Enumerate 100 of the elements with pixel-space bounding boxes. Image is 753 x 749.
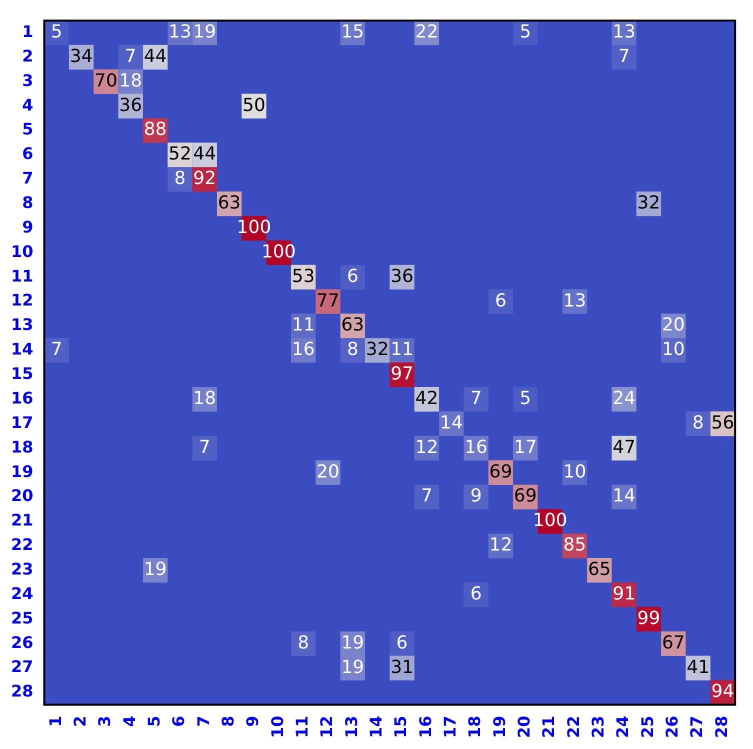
data-label: 63	[218, 192, 241, 214]
data-label: 67	[662, 632, 685, 654]
data-label: 44	[144, 46, 167, 67]
x-tick-label: 12	[317, 716, 336, 738]
data-label: 5	[520, 388, 532, 409]
y-tick-label: 4	[22, 95, 34, 114]
data-label: 24	[612, 388, 636, 409]
x-tick-label: 21	[539, 716, 558, 738]
data-label: 11	[390, 339, 414, 360]
x-tick-label: 3	[95, 716, 114, 727]
data-label: 7	[470, 388, 482, 409]
data-label: 63	[341, 314, 364, 336]
data-label: 13	[168, 21, 192, 42]
y-tick-label: 8	[22, 193, 34, 212]
x-tick-label: 20	[514, 716, 534, 738]
data-label: 8	[174, 168, 186, 190]
y-tick-label: 10	[11, 242, 34, 261]
data-label: 12	[415, 436, 438, 458]
data-label: 19	[144, 559, 167, 580]
data-label: 32	[637, 192, 660, 214]
data-label: 6	[396, 632, 408, 654]
y-tick-label: 2	[22, 46, 34, 66]
y-tick-label: 1	[22, 22, 34, 41]
data-label: 94	[711, 681, 734, 702]
x-tick-label: 23	[588, 716, 608, 738]
data-label: 85	[563, 534, 586, 556]
x-tick-label: 9	[243, 716, 262, 727]
data-label: 19	[341, 656, 364, 678]
data-label: 36	[119, 94, 142, 116]
data-label: 5	[50, 21, 62, 42]
y-tick-label: 23	[11, 560, 34, 579]
data-label: 70	[94, 70, 118, 92]
data-label: 88	[144, 119, 167, 140]
data-label: 8	[692, 412, 704, 434]
y-tick-label: 24	[11, 584, 34, 603]
x-tick-label: 25	[638, 716, 657, 738]
data-label: 69	[514, 486, 537, 507]
data-label: 7	[420, 486, 432, 507]
data-label: 14	[612, 486, 636, 507]
data-label: 69	[489, 461, 512, 482]
y-tick-label: 28	[11, 682, 34, 701]
data-label: 18	[193, 388, 216, 409]
x-tick-label: 16	[416, 716, 435, 738]
data-label: 77	[316, 290, 340, 312]
data-label: 10	[563, 461, 586, 482]
data-label: 52	[168, 144, 192, 165]
x-tick-label: 13	[342, 716, 361, 738]
y-tick-label: 9	[22, 217, 34, 236]
data-label: 13	[612, 21, 636, 42]
y-tick-label: 16	[11, 388, 34, 408]
y-tick-label: 18	[11, 437, 34, 456]
x-tick-label: 7	[194, 716, 213, 727]
data-label: 44	[193, 144, 216, 165]
data-label: 91	[612, 583, 636, 604]
x-tick-label: 2	[70, 716, 90, 727]
data-label: 7	[618, 46, 630, 67]
y-tick-label: 20	[11, 486, 34, 506]
x-tick-label: 19	[490, 716, 509, 738]
y-tick-label: 6	[22, 144, 34, 164]
x-tick-label: 6	[169, 716, 188, 727]
data-label: 31	[390, 656, 414, 678]
x-tick-label: 26	[662, 716, 682, 738]
data-label: 8	[298, 632, 310, 654]
y-tick-label: 15	[11, 364, 34, 384]
y-tick-label: 14	[11, 340, 34, 359]
y-tick-label: 12	[11, 290, 34, 310]
y-tick-label: 21	[11, 510, 34, 530]
data-label: 7	[50, 339, 62, 360]
data-label: 8	[346, 339, 358, 360]
x-tick-label: 27	[687, 716, 706, 738]
data-label: 18	[119, 70, 142, 92]
data-label: 47	[612, 436, 636, 458]
y-tick-label: 7	[22, 168, 34, 188]
data-label: 14	[440, 412, 463, 434]
y-tick-label: 19	[11, 462, 34, 481]
data-label: 99	[637, 608, 660, 629]
y-tick-label: 27	[11, 657, 34, 676]
x-tick-label: 11	[292, 716, 312, 738]
x-tick-label: 1	[46, 716, 65, 727]
data-label: 20	[662, 314, 685, 336]
data-label: 15	[341, 21, 364, 42]
data-label: 10	[662, 339, 685, 360]
y-tick-label: 25	[11, 608, 34, 628]
x-tick-label: 22	[564, 716, 583, 738]
data-label: 36	[390, 266, 414, 287]
data-label: 13	[563, 290, 586, 312]
data-label: 65	[588, 559, 611, 580]
x-tick-label: 24	[613, 716, 632, 738]
data-label: 92	[193, 168, 216, 190]
data-label: 42	[415, 388, 438, 409]
data-label: 22	[415, 21, 438, 42]
x-tick-label: 10	[268, 716, 287, 738]
data-label: 6	[470, 583, 482, 604]
data-label: 6	[494, 290, 506, 312]
y-tick-label: 13	[11, 315, 34, 334]
x-tick-label: 28	[712, 716, 731, 738]
y-tick-label: 5	[22, 120, 34, 139]
data-label: 32	[366, 339, 389, 360]
x-tick-label: 8	[218, 716, 238, 727]
data-label: 17	[514, 436, 537, 458]
